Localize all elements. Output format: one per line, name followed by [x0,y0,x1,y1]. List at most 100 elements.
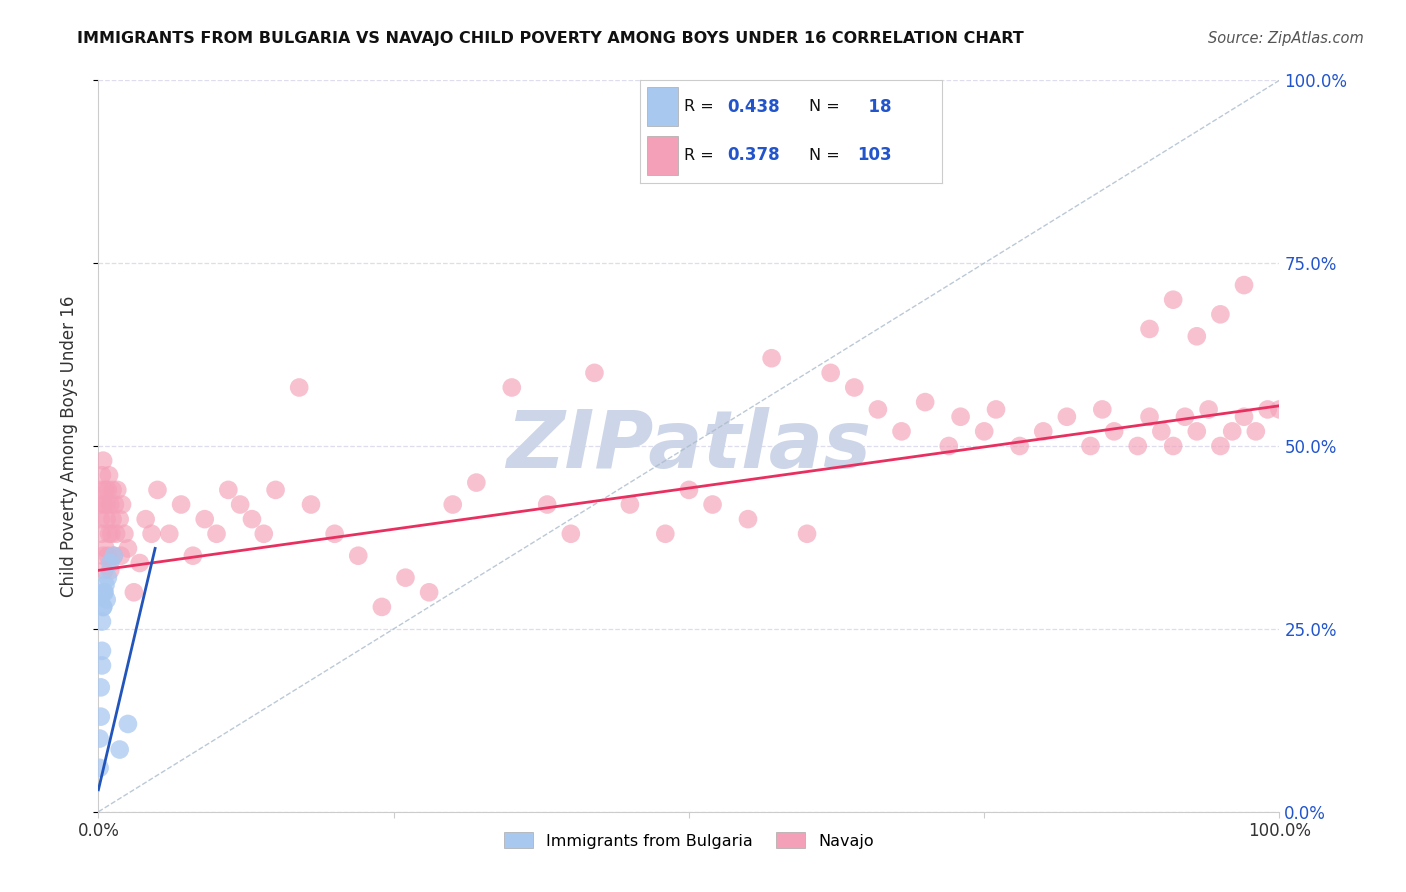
Point [299,498,322,512]
Point [253,526,276,541]
Point [394,571,416,585]
Point [1139,322,1161,336]
Point [1126,439,1149,453]
Point [678,483,700,497]
Point [914,395,936,409]
Point [98,526,121,541]
Point [100,526,122,541]
Point [1091,402,1114,417]
Point [93,498,115,512]
Point [501,380,523,394]
Point [146,483,169,497]
Point [1257,402,1279,417]
Text: 0.438: 0.438 [727,98,780,116]
Point [104,498,127,512]
Point [1008,439,1031,453]
Point [1102,425,1125,439]
Text: 18: 18 [858,98,891,116]
Point [229,498,252,512]
Point [323,526,346,541]
Point [1233,278,1256,293]
Point [973,425,995,439]
Point [112,526,135,541]
Point [89,731,111,746]
Point [93,585,115,599]
Point [1032,425,1054,439]
Bar [647,87,678,127]
Text: IMMIGRANTS FROM BULGARIA VS NAVAJO CHILD POVERTY AMONG BOYS UNDER 16 CORRELATION: IMMIGRANTS FROM BULGARIA VS NAVAJO CHILD… [77,31,1024,46]
Point [654,526,676,541]
Point [117,541,139,556]
Point [347,549,370,563]
Point [91,453,114,467]
Point [796,526,818,541]
Point [98,498,121,512]
Point [89,761,111,775]
Point [1198,402,1220,417]
Point [91,658,114,673]
Point [702,498,724,512]
Point [103,549,125,563]
Point [91,468,114,483]
Text: N =: N = [808,148,845,162]
Point [1209,439,1232,453]
Text: Source: ZipAtlas.com: Source: ZipAtlas.com [1208,31,1364,46]
Point [1139,409,1161,424]
Point [98,563,121,577]
Point [890,425,912,439]
Point [97,483,120,497]
Text: R =: R = [683,99,718,114]
Point [105,526,128,541]
Point [1056,409,1078,424]
Point [90,681,112,695]
Point [737,512,759,526]
Point [91,549,114,563]
Point [98,556,121,570]
Text: N =: N = [808,99,845,114]
Point [108,742,131,756]
Point [1161,439,1184,453]
Point [1161,293,1184,307]
Point [1244,425,1267,439]
Point [91,599,114,614]
Point [418,585,440,599]
Point [619,498,641,512]
Point [97,549,120,563]
Point [94,578,117,592]
Point [93,585,115,599]
Point [96,498,118,512]
Point [560,526,582,541]
Point [181,549,204,563]
Point [194,512,217,526]
Point [105,483,128,497]
Point [465,475,488,490]
Point [820,366,842,380]
Point [1233,409,1256,424]
Point [91,615,114,629]
Point [91,599,114,614]
Point [866,402,889,417]
Point [761,351,783,366]
Point [536,498,558,512]
Bar [647,136,678,175]
Legend: Immigrants from Bulgaria, Navajo: Immigrants from Bulgaria, Navajo [498,826,880,855]
Point [90,709,112,723]
Point [1080,439,1102,453]
Point [111,498,134,512]
Point [844,380,866,394]
Point [441,498,464,512]
Point [98,468,121,483]
Point [1185,329,1208,343]
Point [371,599,394,614]
Point [938,439,960,453]
Point [91,526,114,541]
Point [96,592,118,607]
Point [1150,425,1173,439]
Point [949,409,972,424]
Point [101,512,124,526]
Point [1174,409,1197,424]
Point [94,483,117,497]
Point [217,483,239,497]
Point [91,644,114,658]
Point [1209,307,1232,321]
